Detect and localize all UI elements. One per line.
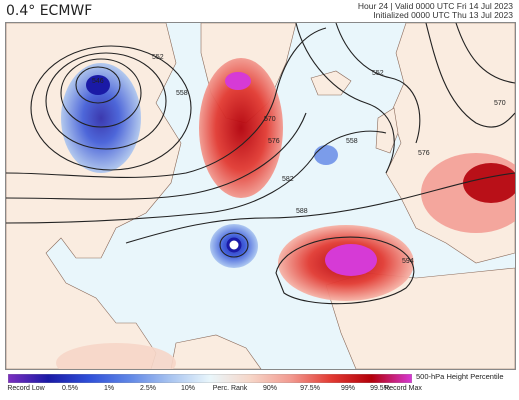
contour-564 (30, 45, 192, 171)
contour-ridge-1 (295, 23, 395, 174)
contour-label: 582 (282, 176, 294, 183)
anomaly-shading (56, 58, 515, 369)
contour-588 (125, 172, 515, 244)
contour-europe-2 (455, 23, 515, 84)
colorbar-label: Perc. Rank (212, 385, 248, 392)
colorbar-title: 500-hPa Height Percentile (416, 372, 504, 381)
contour-576 (6, 112, 307, 200)
contour-label: 546 (92, 78, 104, 85)
contour-label: 552 (372, 70, 384, 77)
height-contours (6, 23, 515, 305)
atlantic-low-core (226, 237, 242, 253)
height-map: 546 552 558 570 576 582 588 594 552 558 … (6, 23, 515, 369)
greenland-record-max (225, 72, 251, 90)
contour-label: 588 (296, 208, 308, 215)
map-panel: 546 552 558 570 576 582 588 594 552 558 … (5, 22, 516, 370)
contour-label: 570 (264, 116, 276, 123)
contour-label: 570 (494, 100, 506, 107)
contour-label: 594 (402, 258, 414, 265)
colorbar-label: 1% (103, 385, 115, 392)
contour-594 (275, 236, 415, 305)
colorbar-label: Record Max (384, 385, 422, 392)
colorbar-label: 97.5% (300, 385, 320, 392)
contour-ridge-2 (335, 23, 421, 144)
colorbar-label: 99.5% (370, 385, 390, 392)
contour-558 (45, 52, 167, 150)
contour-label: 558 (176, 90, 188, 97)
contour-label: 576 (418, 150, 430, 157)
colorbar-label: 2.5% (140, 385, 156, 392)
valid-time: Hour 24 | Valid 0000 UTC Fri 14 Jul 2023 (357, 1, 513, 11)
colorbar-label: 99% (340, 385, 356, 392)
contour-582 (6, 130, 387, 224)
header: 0.4° ECMWF Hour 24 | Valid 0000 UTC Fri … (0, 0, 519, 22)
caribbean-high (56, 343, 176, 369)
iceland (310, 70, 352, 96)
colorbar-label: Record Low (7, 385, 45, 392)
init-time: Initialized 0000 UTC Thu 13 Jul 2023 (373, 10, 513, 20)
colorbar-label: 0.5% (62, 385, 78, 392)
colorbar-labels: Record Low 0.5% 1% 2.5% 10% Perc. Rank 9… (7, 385, 422, 397)
contour-552 (60, 58, 142, 128)
british-isles (375, 107, 399, 154)
contour-label: 552 (152, 54, 164, 61)
iceland-low (314, 145, 338, 165)
contour-546 (75, 66, 121, 104)
contour-label: 558 (346, 138, 358, 145)
contour-europe-1 (425, 23, 515, 128)
colorbar: 500-hPa Height Percentile Record Low 0.5… (0, 370, 519, 400)
atlantic-record-max (325, 244, 377, 276)
europe-high-core (463, 163, 515, 203)
south-america (170, 334, 262, 369)
contour-atlantic-low (219, 232, 249, 258)
model-title: 0.4° ECMWF (6, 3, 93, 19)
hudson-low (61, 63, 141, 173)
contour-label: 576 (268, 138, 280, 145)
colorbar-label: 90% (262, 385, 278, 392)
greenland-high (199, 58, 283, 198)
contour-labels: 546 552 558 570 576 582 588 594 552 558 … (92, 54, 506, 265)
colorbar-gradient (8, 374, 412, 383)
colorbar-label: 10% (180, 385, 196, 392)
hudson-low-core (86, 75, 110, 95)
contour-570 (6, 27, 327, 178)
